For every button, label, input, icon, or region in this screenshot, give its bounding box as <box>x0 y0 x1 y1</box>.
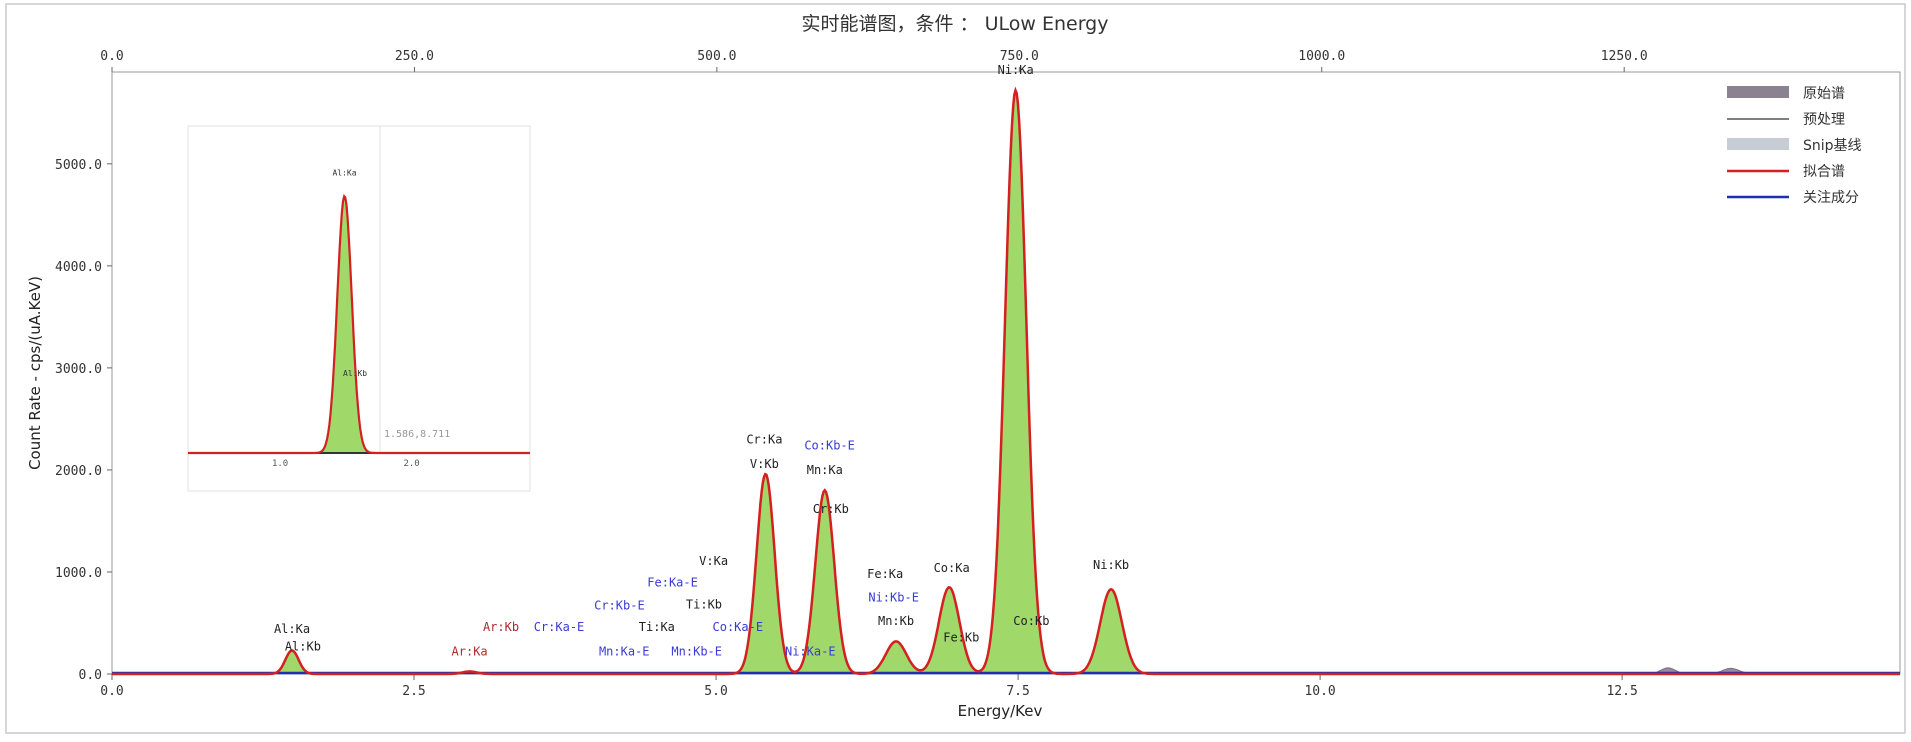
peak-label: Ni:Ka-E <box>785 645 836 659</box>
x2-tick-label: 250.0 <box>395 49 434 64</box>
peak-label: Mn:Ka <box>807 463 843 477</box>
legend-swatch <box>1727 86 1789 98</box>
legend-label: 拟合谱 <box>1803 164 1845 180</box>
x2-tick-label: 500.0 <box>697 49 736 64</box>
peak-label: Cr:Ka-E <box>534 620 585 634</box>
peak-label: Co:Ka <box>934 561 970 575</box>
y-tick-label: 4000.0 <box>55 260 102 275</box>
peak-label: Ni:Kb-E <box>868 591 919 605</box>
peak-label: Al:Ka <box>274 622 310 636</box>
y-tick-label: 0.0 <box>79 668 102 683</box>
y-axis-title: Count Rate - cps/(uA.KeV) <box>26 276 44 470</box>
peak-label: Co:Kb <box>1013 614 1049 628</box>
peak-label: V:Kb <box>750 457 779 471</box>
series-layer <box>112 86 1900 676</box>
x-tick-label: 10.0 <box>1304 684 1335 699</box>
x-tick-label: 12.5 <box>1606 684 1637 699</box>
legend-label: 预处理 <box>1803 112 1845 128</box>
peak-label: Ar:Ka <box>452 645 488 659</box>
peak-label: Ti:Kb <box>686 598 722 612</box>
x-tick-label: 0.0 <box>100 684 123 699</box>
peak-label: Cr:Kb-E <box>594 599 645 613</box>
top-axis-ticks: 0.0 250.0 500.0 750.0 1000.0 1250.0 <box>100 49 1648 72</box>
peak-label: Mn:Kb-E <box>671 645 722 659</box>
y-tick-label: 2000.0 <box>55 464 102 479</box>
peak-label: Ar:Kb <box>483 620 519 634</box>
x2-tick-label: 0.0 <box>100 49 123 64</box>
peak-label: Ti:Ka <box>639 620 675 634</box>
peak-label: Co:Ka-E <box>713 620 764 634</box>
peak-label: Fe:Ka <box>867 567 903 581</box>
peak-label: Fe:Ka-E <box>647 575 698 589</box>
fitted-spectrum-fill <box>112 90 1900 674</box>
inset-fit-line <box>188 194 530 455</box>
inset-peak-label: Al:Kb <box>343 369 367 378</box>
legend-label: 关注成分 <box>1803 190 1859 206</box>
x-tick-label: 7.5 <box>1006 684 1029 699</box>
x2-tick-label: 1000.0 <box>1298 49 1345 64</box>
peak-label: Cr:Kb <box>813 502 849 516</box>
peak-label: Al:Kb <box>285 640 321 654</box>
inset-peak-label: Al:Ka <box>332 168 356 177</box>
inset-tick-label: 1.0 <box>272 459 288 469</box>
left-axis-ticks: 0.0 1000.0 2000.0 3000.0 4000.0 5000.0 <box>55 158 112 683</box>
bottom-axis-ticks: 0.0 2.5 5.0 7.5 10.0 12.5 <box>100 674 1638 699</box>
y-tick-label: 3000.0 <box>55 362 102 377</box>
legend-label: Snip基线 <box>1803 137 1862 154</box>
x2-tick-label: 1250.0 <box>1601 49 1648 64</box>
peak-label: V:Ka <box>699 554 728 568</box>
peak-annotations: Al:Ka Al:Kb Ar:Ka Ar:Kb Cr:Ka-E Cr:Kb-EFe:Ka-… <box>274 63 1129 659</box>
x-tick-label: 5.0 <box>704 684 727 699</box>
peak-label: Ni:Kb <box>1093 558 1129 572</box>
inset-content: 1.0 2.0 Al:Ka Al:Kb 1.586,8.711 <box>188 126 530 469</box>
peak-label: Ni:Ka <box>998 63 1034 77</box>
peak-label: Cr:Ka <box>746 432 782 446</box>
peak-label: Mn:Kb <box>878 614 914 628</box>
inset-readout: 1.586,8.711 <box>384 429 450 440</box>
peak-label: Mn:Ka-E <box>599 645 650 659</box>
x2-tick-label: 750.0 <box>1000 49 1039 64</box>
inset-tick-label: 2.0 <box>403 459 419 469</box>
y-tick-label: 5000.0 <box>55 158 102 173</box>
y-tick-label: 1000.0 <box>55 566 102 581</box>
x-axis-title: Energy/Kev <box>958 702 1043 720</box>
fitted-spectrum-line <box>112 86 1900 676</box>
inset-chart: 1.0 2.0 Al:Ka Al:Kb 1.586,8.711 <box>187 125 531 492</box>
peak-label: Co:Kb-E <box>804 439 855 453</box>
legend-label: 原始谱 <box>1803 86 1845 102</box>
peak-label: Fe:Kb <box>943 630 979 644</box>
chart-title: 实时能谱图，条件 ： ULow Energy <box>802 13 1109 35</box>
legend-swatch <box>1727 138 1789 150</box>
x-tick-label: 2.5 <box>402 684 425 699</box>
